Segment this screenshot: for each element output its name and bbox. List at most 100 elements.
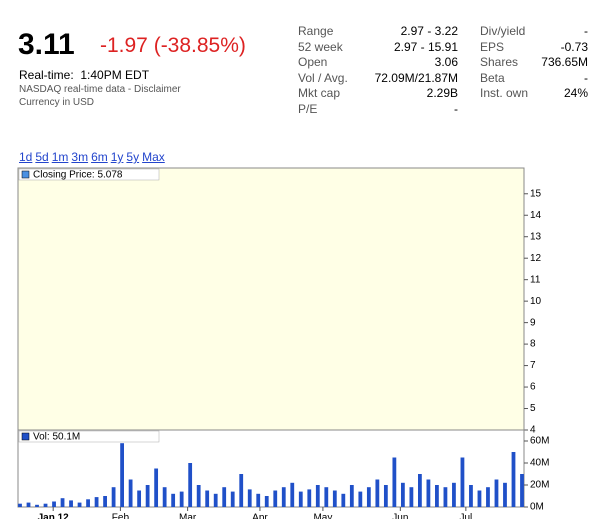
volume-bar — [273, 490, 278, 507]
y-tick-label: 13 — [530, 231, 542, 242]
stat-label: EPS — [480, 39, 505, 54]
volume-bar — [120, 443, 124, 507]
volume-bar — [520, 474, 524, 507]
stat-value: - — [584, 24, 588, 38]
volume-bar — [69, 500, 73, 507]
volume-bar — [418, 474, 422, 507]
data-source: NASDAQ real-time data - Disclaimer — [19, 84, 181, 95]
volume-bar — [52, 501, 56, 507]
volume-bar — [111, 487, 116, 507]
y-tick-label: 9 — [530, 317, 536, 328]
volume-bar — [452, 482, 456, 507]
volume-bar — [162, 487, 167, 507]
y-tick-label: 20M — [530, 480, 549, 491]
x-tick-label: Mar — [179, 513, 197, 519]
range-link[interactable]: 1d — [19, 150, 33, 164]
volume-bar — [43, 503, 48, 507]
volume-bar — [264, 496, 269, 507]
volume-bar — [435, 485, 439, 507]
volume-bar — [179, 491, 184, 507]
range-link[interactable]: 5d — [35, 150, 49, 164]
volume-bar — [281, 487, 286, 507]
stat-label: 52 week — [298, 39, 343, 54]
stat-value: 2.29B — [426, 86, 458, 100]
y-tick-label: 15 — [530, 188, 542, 199]
volume-bar — [145, 485, 150, 507]
legend-label: Vol: 50.1M — [33, 432, 80, 443]
volume-bar — [171, 493, 176, 507]
volume-bar — [239, 474, 244, 507]
price: 3.11 — [18, 28, 75, 61]
realtime: Real-time: 1:40PM EDT — [19, 68, 149, 82]
stat-value: 2.97 - 15.91 — [393, 39, 458, 54]
stat-value: 736.65M — [541, 55, 588, 69]
y-tick-label: 40M — [530, 458, 549, 469]
y-tick-label: 10 — [530, 296, 542, 307]
volume-bar — [443, 487, 448, 507]
stat-label: Inst. own — [480, 86, 529, 100]
volume-bar — [426, 479, 431, 507]
x-tick-label: Jul — [459, 513, 472, 519]
volume-bar — [366, 487, 371, 507]
range-link[interactable]: 6m — [91, 150, 108, 164]
volume-bar — [256, 493, 261, 507]
stat-value: - — [584, 70, 588, 85]
volume-bar — [213, 493, 218, 507]
volume-bar — [205, 490, 210, 507]
volume-bar — [349, 485, 354, 507]
volume-bar — [341, 493, 346, 507]
volume-bar — [18, 503, 22, 507]
legend-swatch — [21, 170, 30, 179]
x-tick-label: Apr — [252, 513, 268, 519]
volume-bar — [469, 485, 473, 507]
stat-value: 72.09M/21.87M — [374, 70, 458, 85]
stat-label: Open — [298, 55, 328, 69]
volume-bar — [103, 496, 107, 507]
volume-bar — [60, 498, 65, 507]
realtime-time: 1:40PM EDT — [80, 68, 150, 82]
volume-bar — [26, 502, 31, 507]
stat-label: Range — [298, 24, 334, 38]
volume-bar — [196, 485, 201, 507]
currency: Currency in USD — [19, 97, 95, 108]
stat-value: -0.73 — [560, 39, 588, 54]
y-tick-label: 14 — [530, 210, 542, 221]
volume-bar — [315, 485, 320, 507]
stat-label: Mkt cap — [298, 86, 341, 100]
plot-area — [17, 429, 525, 508]
volume-bar — [477, 490, 482, 507]
volume-bar — [86, 499, 90, 507]
volume-bar — [35, 504, 39, 507]
legend-box — [18, 168, 160, 181]
legend-label: Closing Price: 5.078 — [33, 170, 123, 181]
volume-bar — [128, 479, 133, 507]
y-tick-label: 4 — [530, 425, 536, 436]
volume-bar — [307, 489, 312, 507]
range-link[interactable]: 5y — [126, 150, 140, 164]
volume-bar — [230, 491, 235, 507]
range-link[interactable]: Max — [142, 150, 165, 164]
volume-bar — [494, 479, 499, 507]
stat-value: 2.97 - 3.22 — [400, 24, 458, 38]
legend-box — [18, 430, 160, 443]
y-tick-label: 12 — [530, 253, 542, 264]
volume-bar — [94, 497, 99, 507]
volume-bar — [460, 457, 465, 507]
stat-value: - — [454, 101, 458, 116]
x-tick-label: Feb — [112, 513, 130, 519]
volume-bar — [503, 482, 507, 507]
volume-bar — [511, 452, 516, 507]
stat-label: Vol / Avg. — [298, 70, 348, 85]
volume-bar — [358, 491, 363, 507]
volume-bar — [247, 489, 252, 507]
stat-value: 24% — [563, 86, 588, 100]
range-link[interactable]: 3m — [71, 150, 89, 164]
stat-label: Shares — [480, 55, 519, 69]
range-link[interactable]: 1y — [110, 150, 124, 164]
range-link[interactable]: 1m — [51, 150, 69, 164]
x-tick-label: Jan 12 — [38, 513, 70, 519]
volume-bar — [137, 490, 142, 507]
price-change: -1.97 (-38.85%) — [100, 34, 246, 57]
